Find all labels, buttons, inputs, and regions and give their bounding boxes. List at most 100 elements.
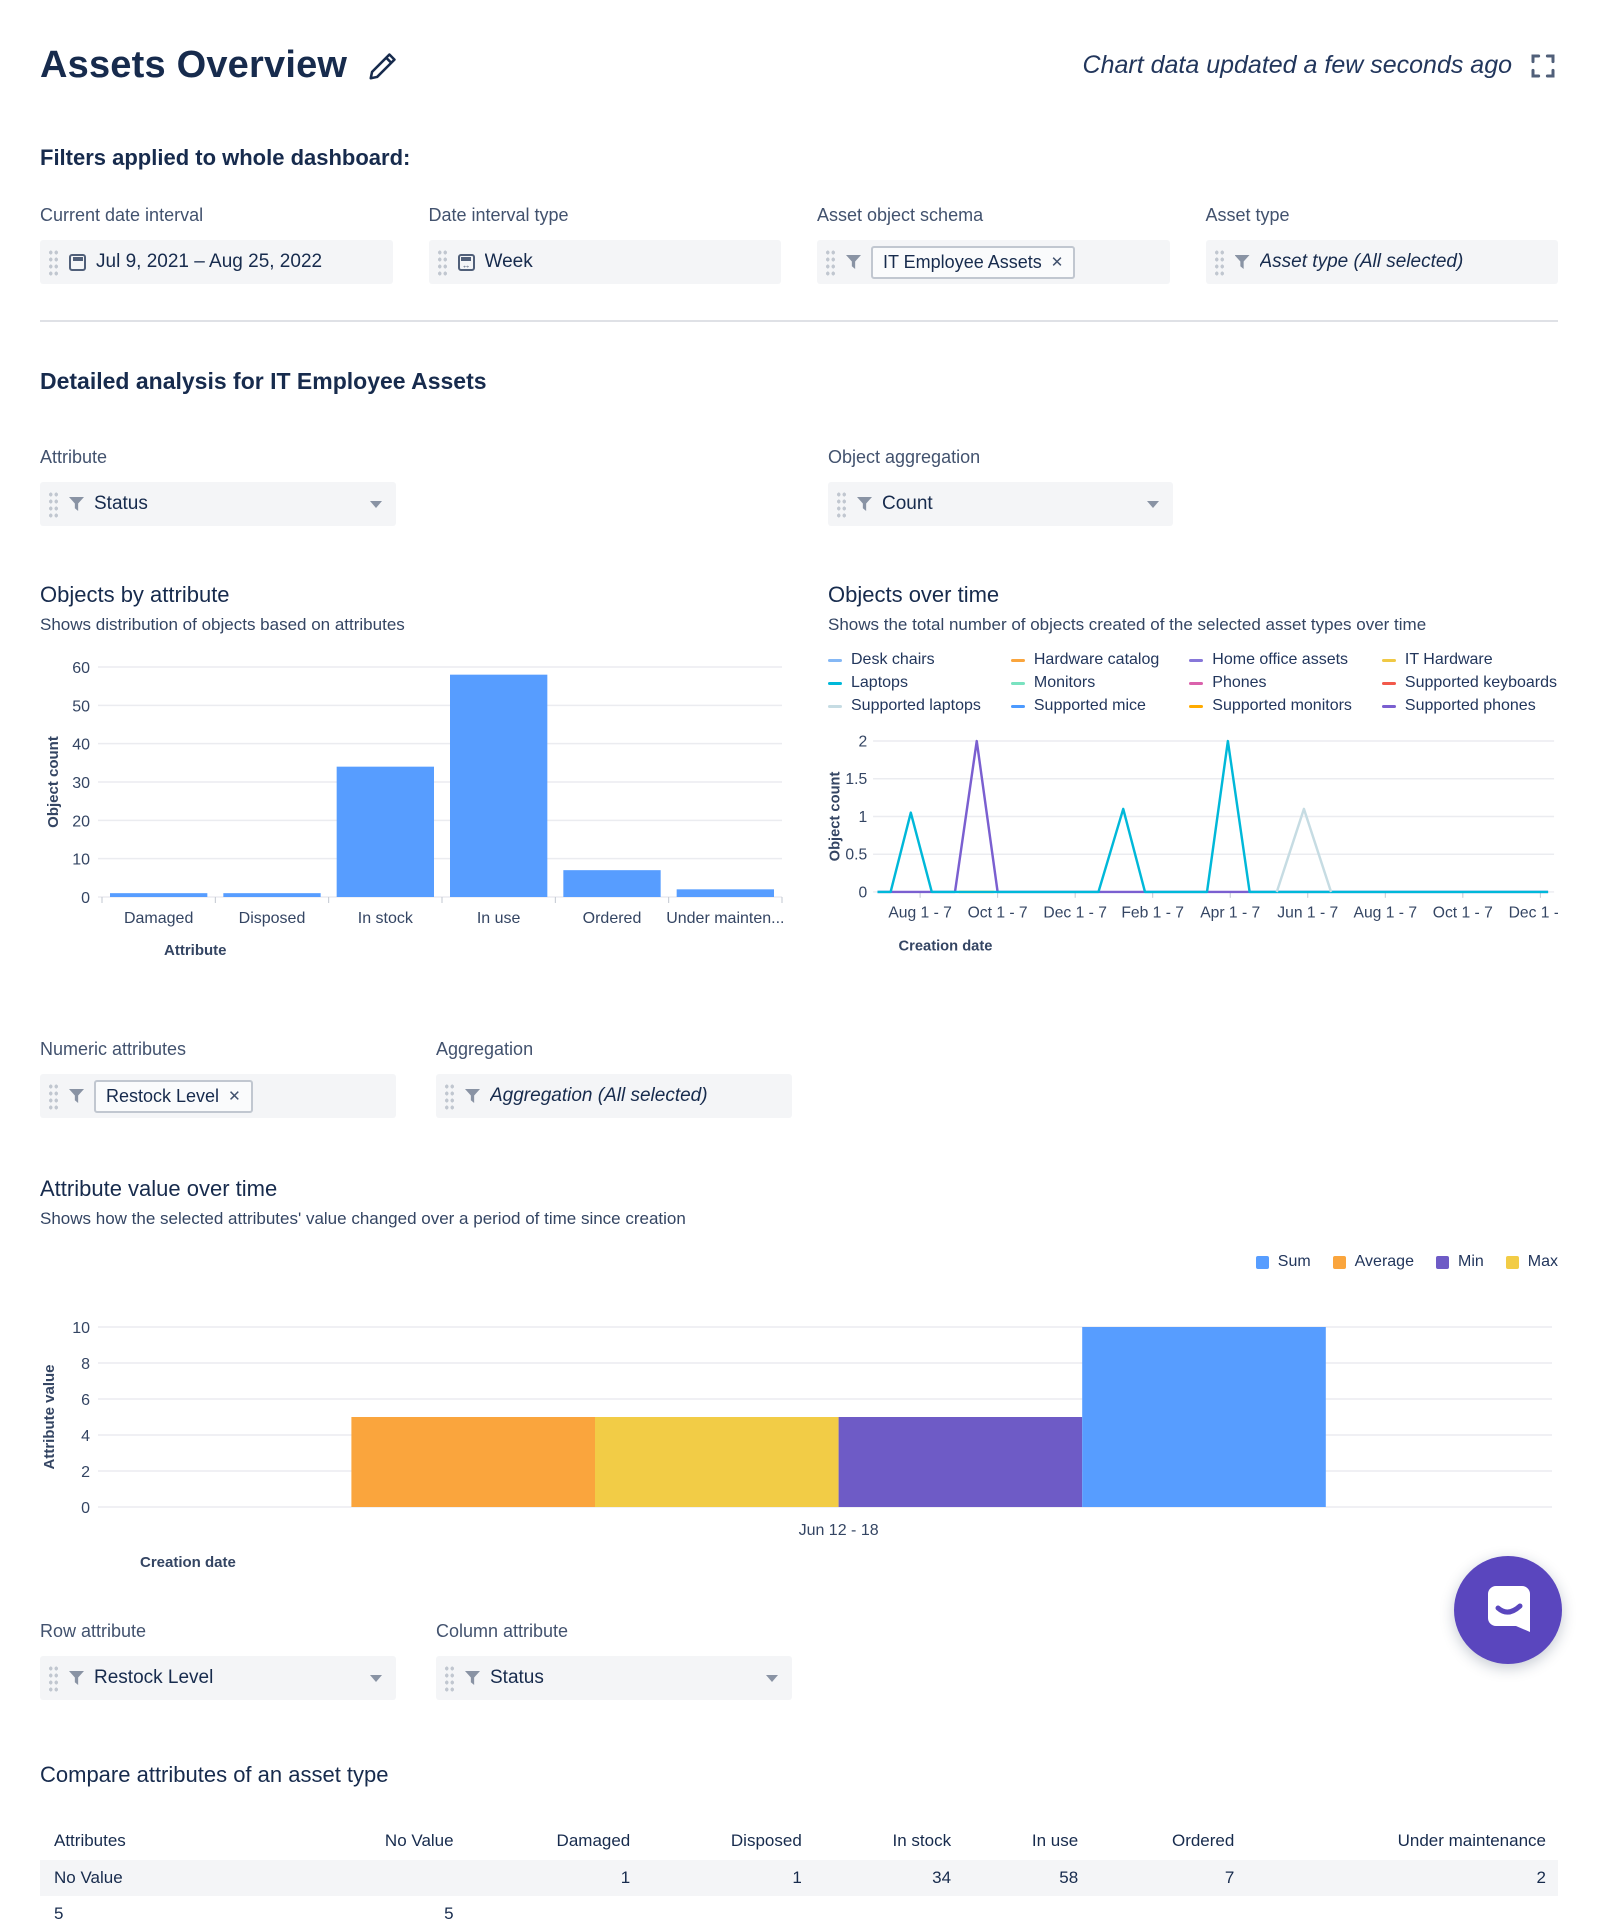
y-tick-label: 2 bbox=[858, 733, 867, 750]
drag-handle-icon[interactable] bbox=[48, 490, 59, 518]
column-header: Disposed bbox=[730, 1831, 802, 1850]
legend-item[interactable]: Phones bbox=[1189, 674, 1352, 692]
legend-item[interactable]: Min bbox=[1435, 1253, 1484, 1271]
chip-remove-icon[interactable]: ✕ bbox=[1050, 254, 1064, 271]
drag-handle-icon[interactable] bbox=[1213, 248, 1225, 276]
schema-chip[interactable]: IT Employee Assets ✕ bbox=[871, 245, 1076, 279]
fullscreen-button[interactable] bbox=[1528, 51, 1558, 81]
legend-item[interactable]: Home office assets bbox=[1189, 651, 1352, 669]
filter-label: Asset type bbox=[1205, 205, 1290, 225]
y-tick-label: 30 bbox=[72, 775, 90, 792]
column-header: Ordered bbox=[1171, 1831, 1235, 1850]
drag-handle-icon[interactable] bbox=[836, 490, 847, 518]
drag-handle-icon[interactable] bbox=[444, 1664, 455, 1692]
column-header: In use bbox=[1031, 1831, 1079, 1850]
legend-item[interactable]: Max bbox=[1505, 1253, 1558, 1271]
compare-heading: Compare attributes of an asset type bbox=[40, 1762, 389, 1787]
drag-handle-icon[interactable] bbox=[48, 1664, 59, 1692]
table-cell: 1 bbox=[620, 1868, 631, 1887]
legend-item[interactable]: Supported monitors bbox=[1189, 697, 1352, 715]
column-attribute-dropdown[interactable]: Status bbox=[436, 1656, 792, 1700]
drag-handle-icon[interactable] bbox=[48, 248, 59, 276]
section-divider bbox=[40, 320, 1558, 322]
filter-date-interval-type: Date interval type Week bbox=[428, 205, 781, 284]
attribute-value-chart: 0 2 4 6 8 10 Jun 12 - 18 Creation date Attribute… bbox=[41, 1320, 1552, 1571]
chat-launcher-button[interactable] bbox=[1454, 1556, 1562, 1664]
drag-handle-icon[interactable] bbox=[48, 1082, 59, 1110]
x-tick-label: Oct 1 - 7 bbox=[1433, 904, 1493, 921]
legend-label: Desk chairs bbox=[851, 651, 935, 668]
legend-item[interactable]: IT Hardware bbox=[1381, 651, 1557, 669]
edit-title-button[interactable] bbox=[367, 50, 399, 82]
y-tick-label: 4 bbox=[81, 1428, 90, 1445]
line-chart-legend: Desk chairs Hardware catalog Home office a… bbox=[828, 651, 1558, 715]
legend-item[interactable]: Average bbox=[1332, 1253, 1414, 1271]
y-tick-label: 0 bbox=[81, 890, 90, 907]
legend-label: Home office assets bbox=[1212, 651, 1349, 668]
attribute-dropdown[interactable]: Status bbox=[40, 482, 396, 526]
legend-item[interactable]: Monitors bbox=[1010, 674, 1159, 692]
table-cell: 5 bbox=[54, 1904, 64, 1923]
bar-Disposed bbox=[223, 893, 321, 897]
numeric-attributes-picker[interactable]: Restock Level ✕ bbox=[40, 1074, 396, 1118]
table-cell: 58 bbox=[1059, 1868, 1079, 1887]
column-attribute-label: Column attribute bbox=[436, 1621, 569, 1641]
legend-item[interactable]: Supported keyboards bbox=[1381, 674, 1557, 692]
numeric-attribute-chip[interactable]: Restock Level ✕ bbox=[94, 1079, 253, 1113]
legend-label: Phones bbox=[1212, 674, 1267, 691]
filter-current-date-interval: Current date interval Jul 9, 2021 – Aug … bbox=[40, 205, 393, 284]
calendar-range-icon bbox=[457, 253, 475, 271]
objects-over-time-panel: Objects over time Shows the total number… bbox=[828, 582, 1558, 969]
filter-label: Current date interval bbox=[40, 205, 204, 225]
row-attribute-dropdown[interactable]: Restock Level bbox=[40, 1656, 396, 1700]
y-tick-label: 0 bbox=[858, 884, 867, 901]
legend-label: Supported monitors bbox=[1212, 697, 1352, 714]
asset-type-value: Asset type (All selected) bbox=[1259, 251, 1464, 272]
y-tick-label: 1 bbox=[858, 809, 867, 826]
y-tick-label: 1.5 bbox=[845, 771, 867, 788]
legend-item[interactable]: Desk chairs bbox=[828, 651, 981, 669]
table-cell: 2 bbox=[1536, 1868, 1546, 1887]
chevron-down-icon bbox=[370, 1675, 382, 1682]
filter-icon bbox=[69, 1671, 84, 1685]
table-header-row: Attributes No Value Damaged Disposed In stoc… bbox=[40, 1822, 1558, 1860]
bar-Max bbox=[595, 1417, 839, 1507]
legend-label: Hardware catalog bbox=[1033, 651, 1160, 668]
y-tick-label: 60 bbox=[72, 660, 90, 677]
legend-item[interactable]: Supported phones bbox=[1381, 697, 1557, 715]
legend-label: Supported phones bbox=[1404, 697, 1536, 714]
legend-item[interactable]: Hardware catalog bbox=[1010, 651, 1160, 669]
asset-type-picker[interactable]: Asset type (All selected) bbox=[1205, 240, 1558, 284]
legend-item[interactable]: Supported laptops bbox=[828, 697, 981, 715]
date-interval-type-picker[interactable]: Week bbox=[428, 240, 781, 284]
x-tick-label: Aug 1 - 7 bbox=[888, 904, 952, 921]
x-tick-label: Apr 1 - 7 bbox=[1200, 904, 1260, 921]
attribute-label: Attribute bbox=[40, 447, 108, 467]
legend-item[interactable]: Supported mice bbox=[1010, 697, 1159, 715]
chart-subtitle: Shows the total number of objects create… bbox=[828, 615, 1427, 634]
legend-item[interactable]: Laptops bbox=[828, 674, 981, 692]
compare-table: Attributes No Value Damaged Disposed In stoc… bbox=[40, 1822, 1558, 1932]
compare-table-head: Attributes No Value Damaged Disposed In stoc… bbox=[40, 1822, 1558, 1860]
table-cell: 1 bbox=[792, 1868, 802, 1887]
x-tick-label: Dec 1 - 7 bbox=[1043, 904, 1107, 921]
asset-object-schema-picker[interactable]: IT Employee Assets ✕ bbox=[817, 240, 1170, 284]
date-interval-picker[interactable]: Jul 9, 2021 – Aug 25, 2022 bbox=[40, 240, 393, 284]
y-tick-label: 10 bbox=[72, 852, 90, 869]
drag-handle-icon[interactable] bbox=[436, 248, 448, 276]
drag-handle-icon[interactable] bbox=[444, 1082, 455, 1110]
aggregation-label: Aggregation bbox=[436, 1039, 534, 1059]
object-aggregation-dropdown[interactable]: Count bbox=[828, 482, 1173, 526]
attribute-value: Status bbox=[94, 493, 148, 514]
expand-icon bbox=[1528, 51, 1558, 81]
chip-remove-icon[interactable]: ✕ bbox=[228, 1088, 241, 1105]
x-tick-label: Damaged bbox=[124, 910, 193, 927]
legend-label: IT Hardware bbox=[1404, 651, 1493, 668]
x-tick-label: Under mainten... bbox=[666, 910, 784, 927]
aggregation-picker[interactable]: Aggregation (All selected) bbox=[436, 1074, 792, 1118]
legend-item[interactable]: Sum bbox=[1255, 1253, 1311, 1271]
x-tick-label: Aug 1 - 7 bbox=[1354, 904, 1418, 921]
y-axis-title: Attribute value bbox=[41, 1364, 58, 1469]
drag-handle-icon[interactable] bbox=[825, 248, 836, 276]
